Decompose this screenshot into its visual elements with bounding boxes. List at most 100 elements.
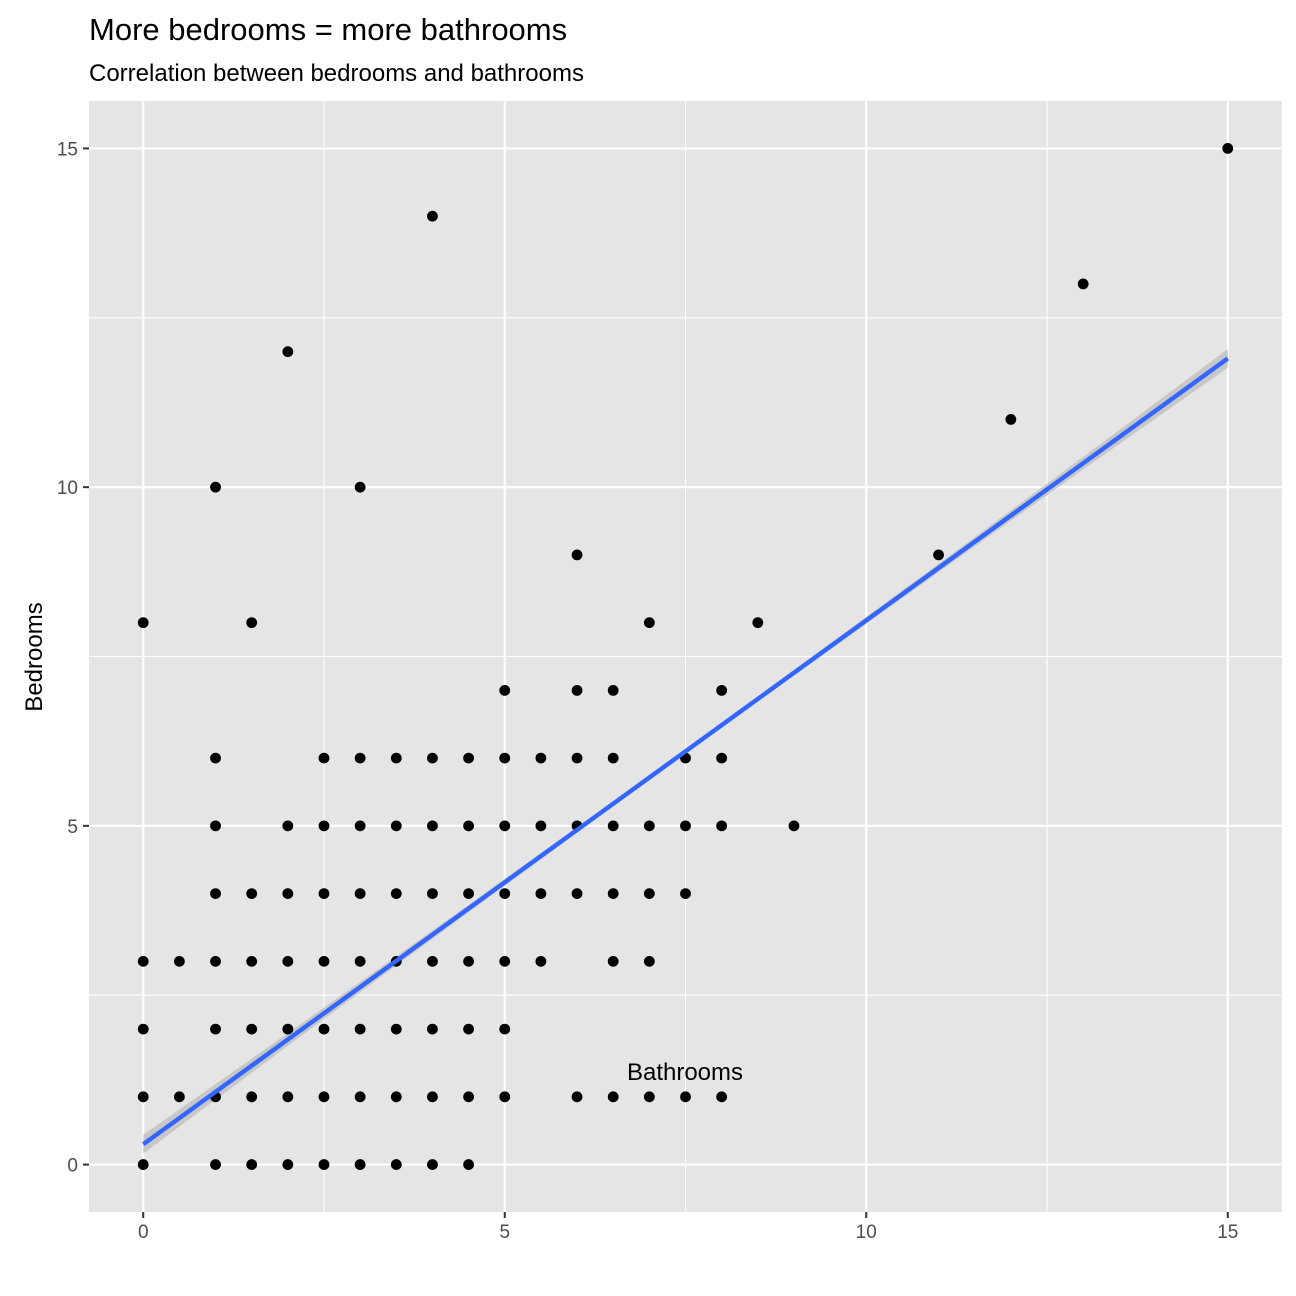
data-point: [499, 1023, 511, 1035]
data-point: [571, 1091, 583, 1103]
data-point: [463, 752, 474, 764]
data-point: [390, 752, 402, 764]
data-point: [463, 955, 474, 967]
data-point: [210, 888, 221, 900]
data-point: [427, 210, 438, 222]
data-point: [427, 820, 438, 832]
data-point: [463, 1091, 474, 1103]
data-point: [716, 684, 728, 696]
trend-line: [141, 356, 1230, 1147]
x-tick-label: 15: [1217, 1222, 1238, 1243]
data-point: [137, 1159, 149, 1170]
data-point: [499, 684, 511, 696]
data-point: [282, 820, 294, 832]
data-point: [354, 481, 366, 493]
data-point: [499, 820, 511, 832]
data-point: [933, 549, 944, 561]
data-point: [282, 346, 294, 358]
data-point: [607, 820, 619, 832]
data-point: [427, 1159, 438, 1170]
data-point: [463, 1023, 474, 1035]
data-point: [535, 820, 547, 832]
data-point: [427, 888, 438, 900]
data-point: [354, 888, 366, 900]
data-point: [354, 752, 366, 764]
x-tick-label: 0: [138, 1222, 149, 1243]
data-point: [571, 549, 583, 561]
data-point: [210, 481, 221, 493]
data-point: [137, 1091, 149, 1103]
data-point: [318, 752, 330, 764]
data-point: [680, 820, 691, 832]
data-point: [246, 955, 258, 967]
data-point: [210, 820, 221, 832]
data-point: [246, 1023, 258, 1035]
data-point: [607, 955, 619, 967]
data-point: [354, 955, 366, 967]
data-point: [318, 1091, 330, 1103]
data-point: [354, 1023, 366, 1035]
data-point: [427, 1023, 438, 1035]
data-point: [463, 888, 474, 900]
data-point: [210, 1023, 221, 1035]
data-point: [282, 1159, 294, 1170]
data-point: [246, 617, 258, 629]
data-point: [571, 888, 583, 900]
data-point: [318, 1023, 330, 1035]
data-point: [354, 820, 366, 832]
y-tick-label: 5: [67, 817, 78, 838]
y-tick-label: 15: [57, 139, 78, 160]
data-point: [282, 1091, 294, 1103]
data-point: [427, 752, 438, 764]
data-point: [427, 955, 438, 967]
data-point: [607, 888, 619, 900]
data-point: [354, 1091, 366, 1103]
data-point: [716, 820, 728, 832]
data-point: [680, 1091, 691, 1103]
data-point: [571, 752, 583, 764]
chart-title: More bedrooms = more bathrooms: [89, 12, 567, 47]
data-point: [643, 955, 655, 967]
data-point: [643, 617, 655, 629]
minor-gridlines: [89, 101, 1282, 1212]
data-point: [607, 1091, 619, 1103]
data-point: [210, 752, 221, 764]
data-point: [318, 1159, 330, 1170]
data-point: [246, 1091, 258, 1103]
data-point: [535, 752, 547, 764]
data-point: [282, 955, 294, 967]
y-axis-title: Bedrooms: [21, 602, 48, 711]
data-point: [607, 752, 619, 764]
y-tick-label: 0: [67, 1156, 78, 1177]
data-point: [535, 955, 547, 967]
data-point: [499, 955, 511, 967]
data-point: [607, 684, 619, 696]
data-point: [463, 820, 474, 832]
data-point: [535, 888, 547, 900]
data-point: [643, 1091, 655, 1103]
data-point: [137, 617, 149, 629]
data-point: [173, 1091, 185, 1103]
data-point: [499, 752, 511, 764]
data-point: [643, 820, 655, 832]
y-tick-label: 10: [57, 478, 78, 499]
chart-subtitle: Correlation between bedrooms and bathroo…: [89, 60, 584, 87]
data-point: [354, 1159, 366, 1170]
data-point: [318, 955, 330, 967]
data-point: [788, 820, 800, 832]
x-tick-label: 5: [499, 1222, 510, 1243]
data-point: [390, 820, 402, 832]
y-axis-ticks: 0 5 10 15: [57, 139, 89, 1177]
data-point: [173, 955, 185, 967]
data-point: [210, 955, 221, 967]
data-point: [390, 1159, 402, 1170]
data-point: [318, 888, 330, 900]
data-point: [499, 888, 511, 900]
data-point: [752, 617, 764, 629]
data-point: [246, 888, 258, 900]
data-point: [1005, 413, 1017, 425]
data-point: [282, 1023, 294, 1035]
data-point: [137, 955, 149, 967]
data-point: [1077, 278, 1089, 290]
